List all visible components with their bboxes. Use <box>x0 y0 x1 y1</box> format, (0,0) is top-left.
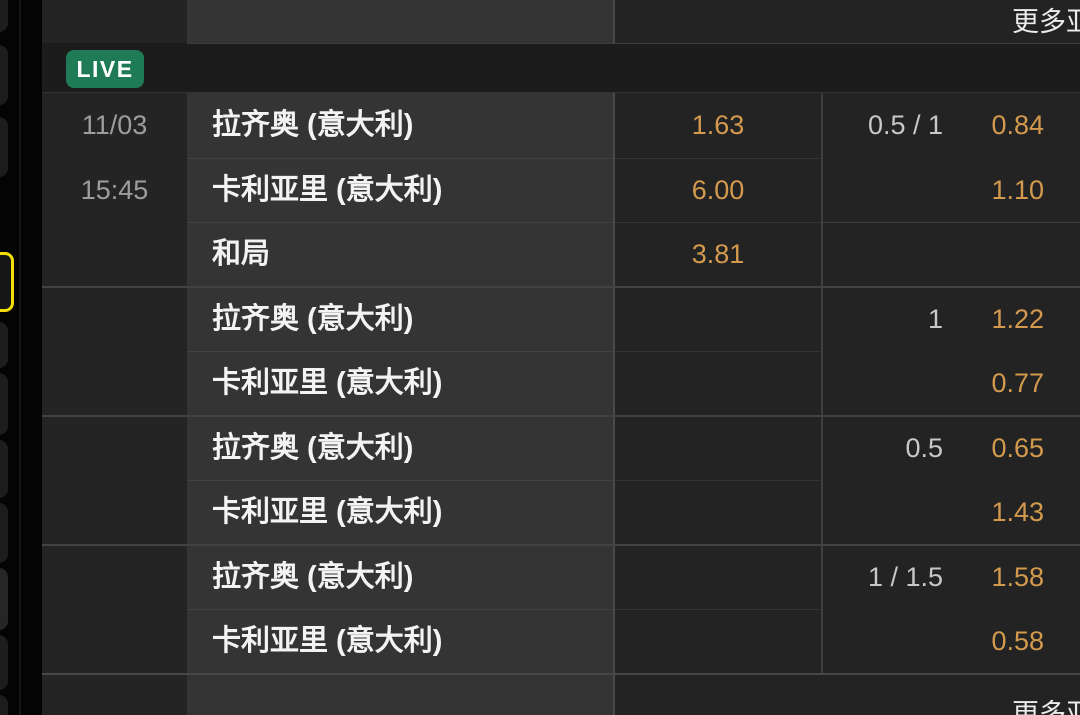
odds-button[interactable]: 1.63 <box>691 110 745 140</box>
rail-item[interactable] <box>0 117 8 177</box>
row-divider <box>615 222 821 223</box>
live-badge: LIVE <box>66 50 144 88</box>
odds-button[interactable]: 1.58 <box>991 562 1044 592</box>
column-divider <box>613 93 615 715</box>
left-nav-rail <box>0 0 42 715</box>
rail-item-selected[interactable] <box>0 252 14 312</box>
odds-button[interactable]: 1.10 <box>991 175 1044 205</box>
odds-button[interactable]: 6.00 <box>691 175 745 205</box>
row-divider <box>187 158 614 159</box>
team-column-bg <box>187 0 614 715</box>
selection-name: 拉齐奥 (意大利) <box>212 303 414 335</box>
live-row-bg <box>42 43 1080 93</box>
odds-column-bg <box>614 0 1080 715</box>
rail-item[interactable] <box>0 45 8 105</box>
row-divider <box>823 222 1080 223</box>
rail-item[interactable] <box>0 373 8 435</box>
rail-item[interactable] <box>0 568 8 630</box>
selection-name: 拉齐奥 (意大利) <box>212 432 414 464</box>
selection-name: 和局 <box>212 238 271 270</box>
handicap-line: 1 <box>927 304 943 334</box>
odds-button[interactable]: 0.77 <box>991 368 1044 398</box>
row-divider <box>42 92 1080 93</box>
handicap-line: 0.5 <box>905 433 943 463</box>
column-divider <box>613 0 615 43</box>
row-divider <box>615 158 821 159</box>
rail-item[interactable] <box>0 0 8 32</box>
selection-name: 拉齐奥 (意大利) <box>212 109 414 141</box>
group-divider <box>42 286 1080 288</box>
match-date: 11/03 <box>81 110 148 140</box>
selection-name: 卡利亚里 (意大利) <box>212 625 443 657</box>
more-asian-markets-link-bottom[interactable]: 更多亚 <box>1012 699 1080 715</box>
odds-button[interactable]: 3.81 <box>691 239 745 269</box>
rail-divider <box>19 0 21 715</box>
selection-name: 拉齐奥 (意大利) <box>212 561 414 593</box>
selection-name: 卡利亚里 (意大利) <box>212 367 443 399</box>
match-time: 15:45 <box>80 175 149 205</box>
rail-item[interactable] <box>0 635 8 690</box>
row-divider <box>187 480 614 481</box>
row-divider <box>615 480 821 481</box>
row-divider <box>615 609 821 610</box>
odds-button[interactable]: 0.84 <box>991 110 1044 140</box>
date-column-bg <box>42 0 187 715</box>
row-divider <box>187 43 1080 44</box>
handicap-line: 0.5 / 1 <box>867 110 943 140</box>
rail-item[interactable] <box>0 322 8 368</box>
selection-name: 卡利亚里 (意大利) <box>212 496 443 528</box>
odds-button[interactable]: 1.22 <box>991 304 1044 334</box>
rail-item[interactable] <box>0 503 8 563</box>
row-divider <box>187 351 614 352</box>
rail-item[interactable] <box>0 695 8 715</box>
group-divider <box>42 544 1080 546</box>
odds-button[interactable]: 1.43 <box>991 497 1044 527</box>
rail-item[interactable] <box>0 440 8 498</box>
handicap-line: 1 / 1.5 <box>867 562 943 592</box>
row-divider <box>187 222 614 223</box>
selection-name: 卡利亚里 (意大利) <box>212 174 443 206</box>
column-divider <box>821 93 823 674</box>
more-asian-markets-link-top[interactable]: 更多亚 <box>1012 7 1080 37</box>
group-divider <box>42 415 1080 417</box>
group-divider <box>42 673 1080 675</box>
row-divider <box>615 351 821 352</box>
odds-button[interactable]: 0.65 <box>991 433 1044 463</box>
odds-button[interactable]: 0.58 <box>991 626 1044 656</box>
row-divider <box>187 609 614 610</box>
